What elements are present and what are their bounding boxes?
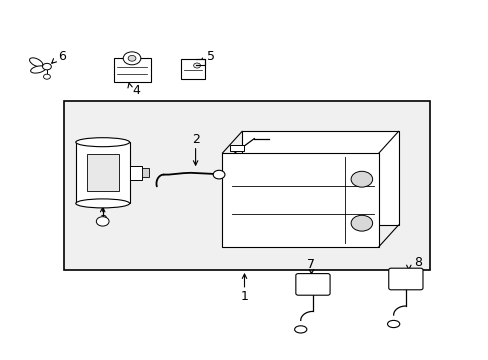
Circle shape [193, 63, 200, 68]
Text: 5: 5 [207, 50, 215, 63]
Text: 1: 1 [240, 291, 248, 303]
FancyBboxPatch shape [388, 268, 422, 290]
Ellipse shape [386, 320, 399, 328]
Ellipse shape [31, 66, 45, 73]
Bar [76, 142, 129, 203]
Ellipse shape [29, 58, 43, 67]
FancyBboxPatch shape [295, 274, 329, 295]
Circle shape [350, 171, 372, 187]
Ellipse shape [294, 326, 306, 333]
Text: 8: 8 [414, 256, 422, 269]
Bar [229, 145, 243, 151]
Text: 4: 4 [132, 84, 140, 97]
Text: 6: 6 [58, 50, 66, 63]
FancyBboxPatch shape [114, 58, 150, 82]
Ellipse shape [76, 138, 129, 147]
Bar [222, 153, 378, 247]
Circle shape [123, 52, 141, 65]
Text: 2: 2 [191, 133, 199, 146]
Circle shape [128, 55, 136, 61]
Bar [181, 59, 205, 79]
Bar [86, 154, 119, 191]
Text: 7: 7 [307, 258, 315, 271]
Circle shape [43, 74, 50, 79]
Text: 3: 3 [99, 214, 106, 227]
Circle shape [350, 215, 372, 231]
Bar [142, 168, 149, 177]
Bar [242, 131, 398, 225]
Circle shape [213, 170, 224, 179]
Ellipse shape [76, 199, 129, 208]
Circle shape [96, 217, 109, 226]
Bar [63, 101, 429, 270]
Bar [129, 166, 142, 180]
Circle shape [42, 63, 51, 70]
